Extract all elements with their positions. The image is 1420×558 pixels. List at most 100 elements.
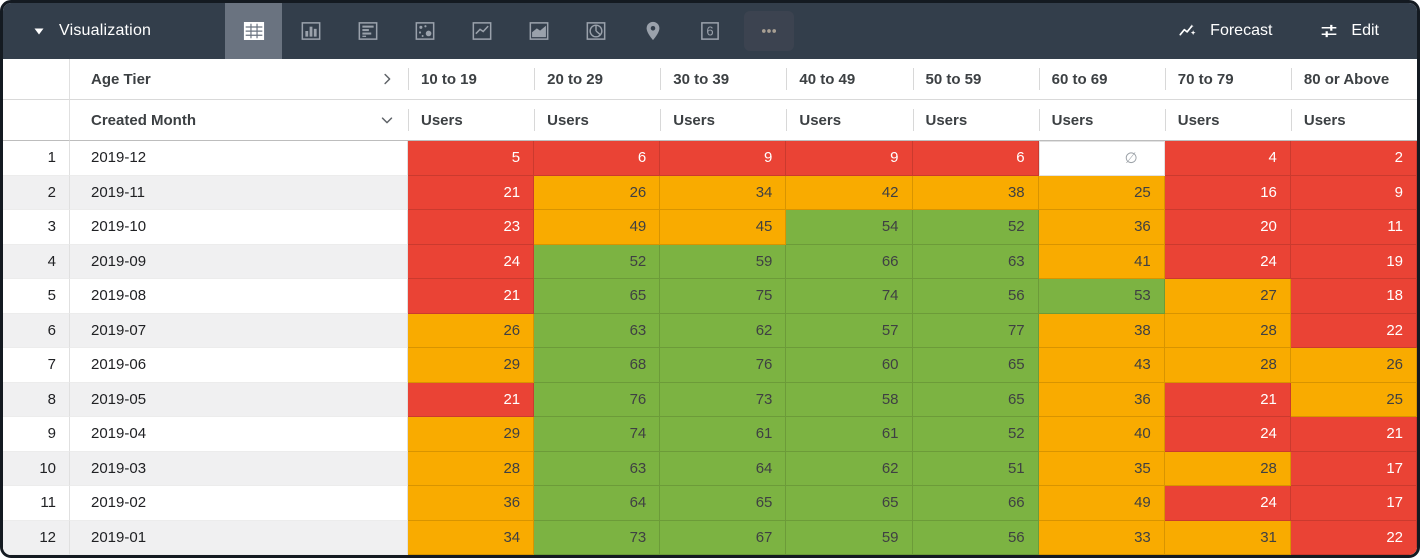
value-cell[interactable]: 11 bbox=[1290, 210, 1417, 245]
value-cell[interactable]: 53 bbox=[1038, 279, 1165, 314]
vis-tab-column-chart[interactable] bbox=[282, 3, 339, 59]
value-cell[interactable]: 54 bbox=[786, 210, 913, 245]
value-cell[interactable]: 76 bbox=[660, 348, 787, 383]
value-cell[interactable]: 74 bbox=[534, 417, 661, 452]
value-cell[interactable]: 51 bbox=[912, 451, 1039, 486]
visualization-menu[interactable]: Visualization bbox=[3, 3, 225, 59]
value-cell[interactable]: 60 bbox=[786, 348, 913, 383]
vis-tab-line-chart[interactable] bbox=[453, 3, 510, 59]
measure-header[interactable]: Users bbox=[912, 100, 1039, 141]
measure-header[interactable]: Users bbox=[534, 100, 661, 141]
value-cell[interactable]: 36 bbox=[1038, 210, 1165, 245]
vis-tab-scatter-plot[interactable] bbox=[396, 3, 453, 59]
value-cell[interactable]: 61 bbox=[786, 417, 913, 452]
value-cell[interactable]: 43 bbox=[1038, 348, 1165, 383]
value-cell[interactable]: 29 bbox=[408, 348, 535, 383]
value-cell[interactable]: 24 bbox=[1164, 244, 1291, 279]
measure-header[interactable]: Users bbox=[660, 100, 787, 141]
vis-tab-pie-chart[interactable] bbox=[567, 3, 624, 59]
value-cell[interactable]: 49 bbox=[1038, 486, 1165, 521]
value-cell[interactable]: 31 bbox=[1164, 520, 1291, 555]
value-cell[interactable]: 73 bbox=[534, 520, 661, 555]
month-cell[interactable]: 2019-04 bbox=[70, 417, 408, 452]
pivot-column-header[interactable]: 70 to 79 bbox=[1164, 59, 1291, 100]
measure-header[interactable]: Users bbox=[1290, 100, 1417, 141]
month-cell[interactable]: 2019-12 bbox=[70, 141, 408, 176]
value-cell[interactable]: 17 bbox=[1290, 486, 1417, 521]
value-cell[interactable]: 59 bbox=[786, 520, 913, 555]
value-cell[interactable]: 19 bbox=[1290, 244, 1417, 279]
value-cell[interactable]: 25 bbox=[1290, 382, 1417, 417]
value-cell[interactable]: 64 bbox=[660, 451, 787, 486]
value-cell[interactable]: 45 bbox=[660, 210, 787, 245]
value-cell[interactable]: 66 bbox=[912, 486, 1039, 521]
measure-header[interactable]: Users bbox=[786, 100, 913, 141]
value-cell[interactable]: 18 bbox=[1290, 279, 1417, 314]
value-cell[interactable]: 76 bbox=[534, 382, 661, 417]
value-cell[interactable]: 17 bbox=[1290, 451, 1417, 486]
value-cell[interactable]: ∅ bbox=[1038, 141, 1165, 176]
month-cell[interactable]: 2019-07 bbox=[70, 313, 408, 348]
value-cell[interactable]: 57 bbox=[786, 313, 913, 348]
value-cell[interactable]: 65 bbox=[912, 382, 1039, 417]
value-cell[interactable]: 68 bbox=[534, 348, 661, 383]
month-cell[interactable]: 2019-01 bbox=[70, 520, 408, 555]
value-cell[interactable]: 66 bbox=[786, 244, 913, 279]
pivot-column-header[interactable]: 50 to 59 bbox=[912, 59, 1039, 100]
value-cell[interactable]: 65 bbox=[786, 486, 913, 521]
pivot-column-header[interactable]: 20 to 29 bbox=[534, 59, 661, 100]
value-cell[interactable]: 36 bbox=[1038, 382, 1165, 417]
value-cell[interactable]: 65 bbox=[534, 279, 661, 314]
value-cell[interactable]: 28 bbox=[1164, 348, 1291, 383]
month-cell[interactable]: 2019-10 bbox=[70, 210, 408, 245]
value-cell[interactable]: 5 bbox=[408, 141, 535, 176]
value-cell[interactable]: 62 bbox=[660, 313, 787, 348]
value-cell[interactable]: 52 bbox=[912, 210, 1039, 245]
value-cell[interactable]: 9 bbox=[786, 141, 913, 176]
value-cell[interactable]: 6 bbox=[534, 141, 661, 176]
value-cell[interactable]: 56 bbox=[912, 520, 1039, 555]
value-cell[interactable]: 24 bbox=[408, 244, 535, 279]
value-cell[interactable]: 64 bbox=[534, 486, 661, 521]
vis-tab-bar-chart[interactable] bbox=[339, 3, 396, 59]
value-cell[interactable]: 16 bbox=[1164, 175, 1291, 210]
value-cell[interactable]: 36 bbox=[408, 486, 535, 521]
value-cell[interactable]: 49 bbox=[534, 210, 661, 245]
vis-tab-single-value[interactable]: 6 bbox=[681, 3, 738, 59]
vis-tab-more-options[interactable] bbox=[744, 11, 794, 51]
value-cell[interactable]: 63 bbox=[534, 313, 661, 348]
value-cell[interactable]: 25 bbox=[1038, 175, 1165, 210]
measure-header[interactable]: Users bbox=[408, 100, 535, 141]
value-cell[interactable]: 38 bbox=[1038, 313, 1165, 348]
vis-tab-area-chart[interactable] bbox=[510, 3, 567, 59]
value-cell[interactable]: 26 bbox=[408, 313, 535, 348]
month-cell[interactable]: 2019-06 bbox=[70, 348, 408, 383]
value-cell[interactable]: 58 bbox=[786, 382, 913, 417]
value-cell[interactable]: 52 bbox=[912, 417, 1039, 452]
month-cell[interactable]: 2019-11 bbox=[70, 175, 408, 210]
measure-header[interactable]: Users bbox=[1038, 100, 1165, 141]
value-cell[interactable]: 21 bbox=[408, 175, 535, 210]
measure-header[interactable]: Users bbox=[1164, 100, 1291, 141]
value-cell[interactable]: 24 bbox=[1164, 417, 1291, 452]
value-cell[interactable]: 28 bbox=[408, 451, 535, 486]
pivot-column-header[interactable]: 10 to 19 bbox=[408, 59, 535, 100]
month-cell[interactable]: 2019-02 bbox=[70, 486, 408, 521]
value-cell[interactable]: 28 bbox=[1164, 451, 1291, 486]
value-cell[interactable]: 65 bbox=[660, 486, 787, 521]
month-cell[interactable]: 2019-09 bbox=[70, 244, 408, 279]
value-cell[interactable]: 20 bbox=[1164, 210, 1291, 245]
value-cell[interactable]: 21 bbox=[408, 382, 535, 417]
month-cell[interactable]: 2019-03 bbox=[70, 451, 408, 486]
value-cell[interactable]: 59 bbox=[660, 244, 787, 279]
value-cell[interactable]: 73 bbox=[660, 382, 787, 417]
value-cell[interactable]: 74 bbox=[786, 279, 913, 314]
value-cell[interactable]: 21 bbox=[1164, 382, 1291, 417]
value-cell[interactable]: 41 bbox=[1038, 244, 1165, 279]
value-cell[interactable]: 40 bbox=[1038, 417, 1165, 452]
value-cell[interactable]: 63 bbox=[912, 244, 1039, 279]
value-cell[interactable]: 61 bbox=[660, 417, 787, 452]
value-cell[interactable]: 34 bbox=[660, 175, 787, 210]
value-cell[interactable]: 26 bbox=[1290, 348, 1417, 383]
value-cell[interactable]: 52 bbox=[534, 244, 661, 279]
